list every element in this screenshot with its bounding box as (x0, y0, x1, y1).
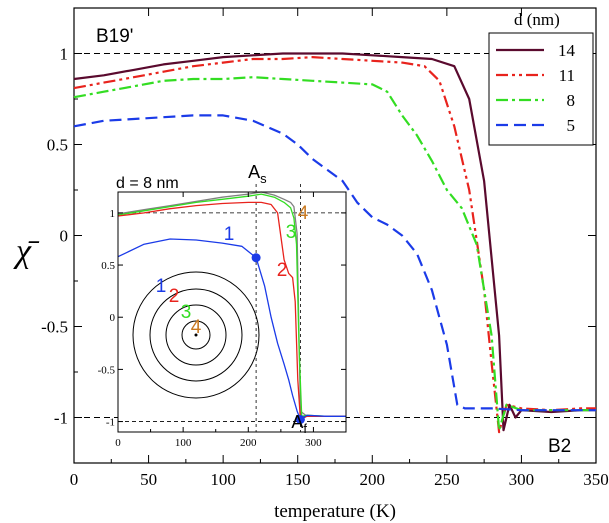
annotation-b2: B2 (548, 436, 571, 457)
inset-series-line-4 (117, 191, 346, 417)
shell-ring (149, 288, 243, 382)
shell-center-dot (194, 333, 198, 337)
legend-label-8: 8 (567, 91, 576, 110)
y-tick-label: 1 (60, 45, 69, 64)
y-axis-symbol: χ̄ (13, 233, 40, 270)
inset-curve-label-1: 1 (224, 224, 235, 245)
x-axis-label: temperature (K) (274, 501, 396, 522)
inset-y-tick-label: 1 (110, 208, 116, 220)
inset-curve-label-2: 2 (277, 260, 288, 281)
x-tick-label: 300 (509, 470, 535, 489)
shell-ring-label-3: 3 (181, 302, 192, 323)
y-tick-label: -1 (54, 409, 68, 428)
legend: d (nm) 14 11 8 5 (488, 10, 594, 146)
shell-ring (165, 304, 227, 366)
inset-curve-label-4: 4 (298, 203, 309, 224)
series-line-8 (73, 76, 596, 432)
marker-As (251, 253, 261, 263)
x-tick-label: 0 (70, 470, 79, 489)
inset-x-tick-label: 200 (240, 437, 257, 449)
legend-label-14: 14 (558, 41, 576, 60)
legend-label-11: 11 (559, 66, 575, 85)
legend-label-5: 5 (567, 116, 576, 135)
inset-x-tick-label: 100 (175, 437, 192, 449)
x-tick-label: 50 (140, 470, 157, 489)
inset-plot-frame (117, 191, 347, 433)
x-tick-label: 100 (210, 470, 236, 489)
inset-x-tick-label: 300 (305, 437, 322, 449)
x-tick-label: 200 (360, 470, 386, 489)
y-tick-label: 0 (60, 227, 69, 246)
shell-ring-label-1: 1 (156, 276, 167, 297)
shell-ring (181, 320, 211, 350)
inset-x-tick-label: 0 (115, 437, 121, 449)
series-line-5 (73, 114, 596, 412)
y-tick-label: 0.5 (47, 136, 68, 155)
inset-y-tick-label: 0 (110, 312, 116, 324)
inset-y-tick-label: 0.5 (101, 260, 115, 272)
inset-series-line-3 (117, 193, 346, 417)
shell-ring-label-2: 2 (169, 286, 180, 307)
marker-label-Af: Af (291, 412, 307, 436)
annotation-b19: B19' (96, 26, 133, 47)
shell-ring-label-4: 4 (191, 317, 202, 338)
marker-Af (295, 414, 305, 424)
shell-rings-diagram: 1 234 (132, 271, 260, 399)
series-line-14 (73, 52, 596, 432)
y-axis-label: χ̄ (13, 233, 40, 270)
inset-curve-label-3: 3 (286, 222, 297, 243)
inset-y-tick-label: -1 (106, 417, 115, 429)
y-tick-label: -0.5 (41, 318, 68, 337)
marker-label-As: As (248, 162, 267, 186)
shell-ring (132, 271, 260, 399)
inset-title: d = 8 nm (116, 175, 179, 192)
legend-title: d (nm) (514, 10, 560, 29)
x-tick-label: 350 (583, 470, 609, 489)
inset-y-tick-label: -0.5 (98, 364, 116, 376)
legend-box (488, 32, 594, 146)
x-tick-label: 150 (285, 470, 311, 489)
x-tick-label: 250 (434, 470, 460, 489)
